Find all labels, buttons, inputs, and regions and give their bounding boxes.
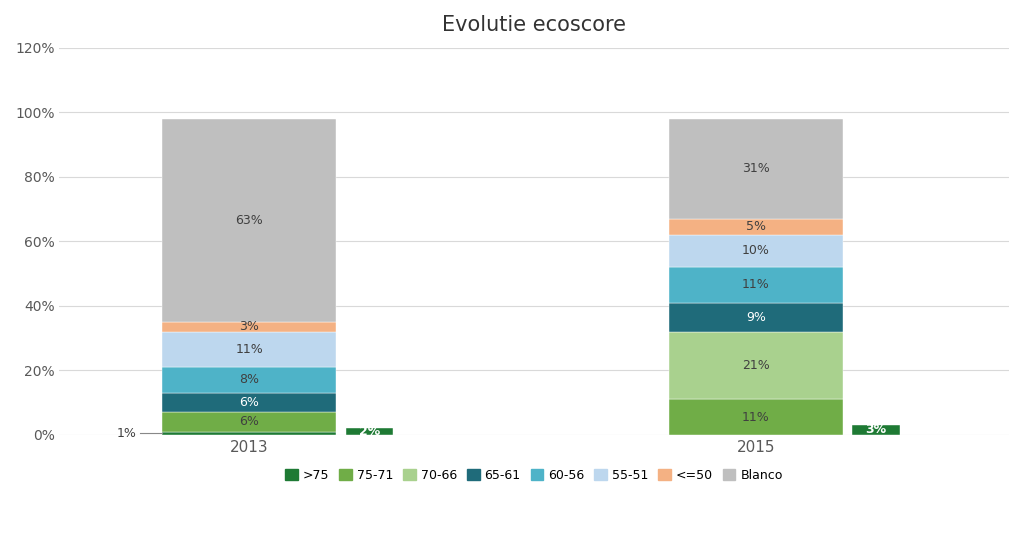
- Text: 6%: 6%: [240, 415, 259, 428]
- Text: 21%: 21%: [741, 359, 770, 372]
- Legend: >75, 75-71, 70-66, 65-61, 60-56, 55-51, <=50, Blanco: >75, 75-71, 70-66, 65-61, 60-56, 55-51, …: [281, 464, 787, 487]
- Bar: [162, 431, 336, 435]
- Bar: [669, 218, 843, 235]
- Bar: [669, 302, 843, 331]
- Text: 31%: 31%: [741, 162, 770, 175]
- Bar: [669, 399, 843, 435]
- Bar: [669, 331, 843, 399]
- Bar: [162, 119, 336, 322]
- Text: 1%: 1%: [117, 427, 137, 440]
- Title: Evolutie ecoscore: Evolutie ecoscore: [442, 15, 627, 35]
- Text: 3%: 3%: [865, 423, 887, 436]
- Text: 9%: 9%: [745, 310, 766, 323]
- Text: 2%: 2%: [359, 425, 380, 438]
- Bar: [346, 428, 393, 435]
- Bar: [162, 412, 336, 431]
- Bar: [669, 267, 843, 302]
- Bar: [669, 119, 843, 218]
- Bar: [162, 367, 336, 393]
- Bar: [162, 322, 336, 331]
- Bar: [669, 235, 843, 267]
- Text: 10%: 10%: [741, 244, 770, 257]
- Bar: [852, 425, 900, 435]
- Text: 11%: 11%: [236, 343, 263, 356]
- Text: 63%: 63%: [236, 214, 263, 227]
- Text: 11%: 11%: [741, 278, 770, 291]
- Text: 11%: 11%: [741, 410, 770, 423]
- Text: 8%: 8%: [240, 373, 259, 386]
- Text: 6%: 6%: [240, 396, 259, 409]
- Bar: [162, 393, 336, 412]
- Bar: [162, 331, 336, 367]
- Text: 3%: 3%: [240, 320, 259, 333]
- Text: 5%: 5%: [745, 220, 766, 233]
